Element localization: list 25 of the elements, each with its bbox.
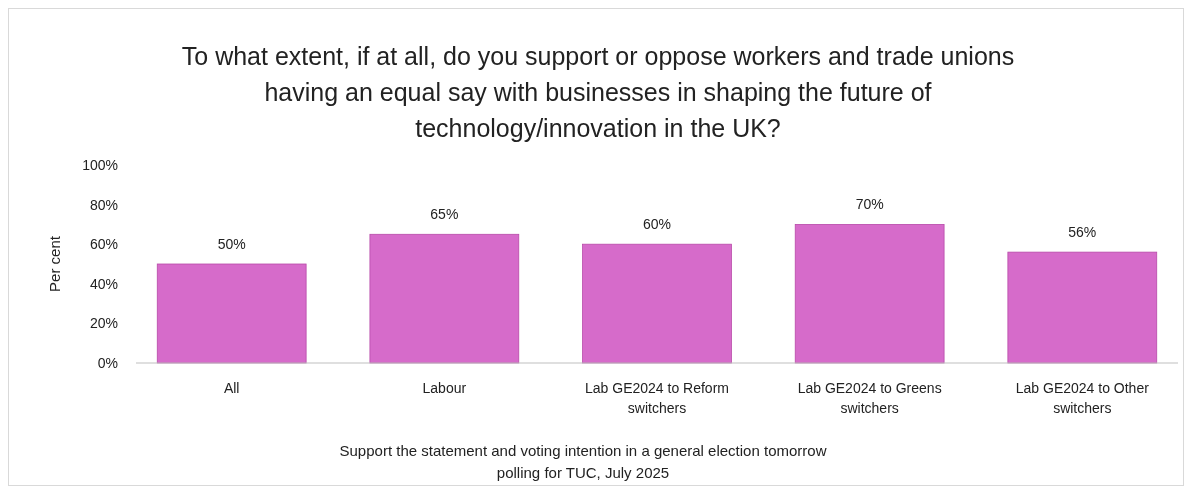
bar bbox=[1007, 251, 1158, 364]
data-label: 50% bbox=[217, 236, 246, 252]
bar bbox=[156, 263, 307, 364]
bar bbox=[582, 243, 732, 364]
data-label: 60% bbox=[642, 216, 672, 233]
text: polling for TUC, July 2025 bbox=[496, 464, 670, 481]
y-tick-label: 40% bbox=[89, 275, 118, 292]
text: Support the statement and voting intention in a general election tomorrow bbox=[339, 442, 827, 459]
chart-title: To what extent, if at all, do you support or oppose workers and trade unions having an equal say with businesses in shaping the future of technology/innovation in the UK? bbox=[181, 42, 1015, 142]
y-tick-label: 60% bbox=[89, 236, 118, 253]
data-label: 70% bbox=[855, 196, 884, 213]
y-tick-label: 20% bbox=[89, 315, 118, 332]
y-tick-label: 100% bbox=[82, 157, 118, 173]
x-tick-label: Labour bbox=[422, 380, 467, 396]
data-label: 56% bbox=[1068, 224, 1097, 241]
x-tick-label: Lab GE2024 to Other switchers bbox=[1015, 380, 1150, 416]
x-tick-label: All bbox=[223, 380, 240, 396]
y-tick-label: 80% bbox=[89, 196, 118, 213]
y-tick-label: 0% bbox=[97, 355, 118, 371]
y-axis-title: Per cent bbox=[46, 235, 63, 292]
bar bbox=[794, 224, 945, 364]
data-label: 65% bbox=[430, 206, 459, 223]
x-tick-label: Lab GE2024 to Reform switchers bbox=[585, 380, 729, 416]
bar bbox=[369, 233, 520, 364]
x-tick-label: Lab GE2024 to Greens switchers bbox=[797, 380, 942, 416]
